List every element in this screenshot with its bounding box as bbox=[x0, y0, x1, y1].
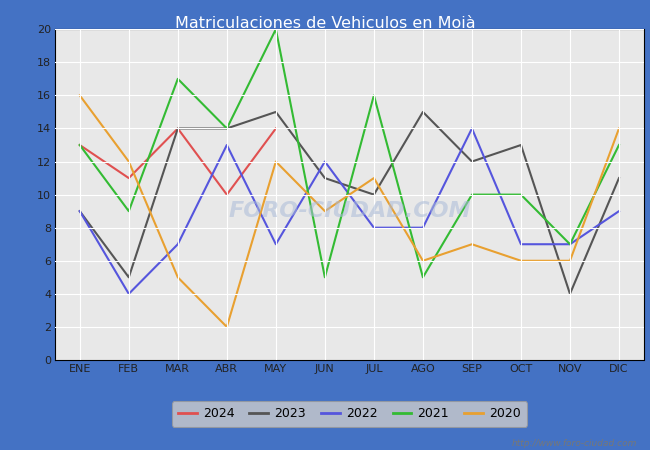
Text: http://www.foro-ciudad.com: http://www.foro-ciudad.com bbox=[512, 439, 637, 448]
Text: Matriculaciones de Vehiculos en Moià: Matriculaciones de Vehiculos en Moià bbox=[175, 16, 475, 31]
Legend: 2024, 2023, 2022, 2021, 2020: 2024, 2023, 2022, 2021, 2020 bbox=[172, 401, 527, 427]
Text: FORO-CIUDAD.COM: FORO-CIUDAD.COM bbox=[228, 201, 471, 221]
